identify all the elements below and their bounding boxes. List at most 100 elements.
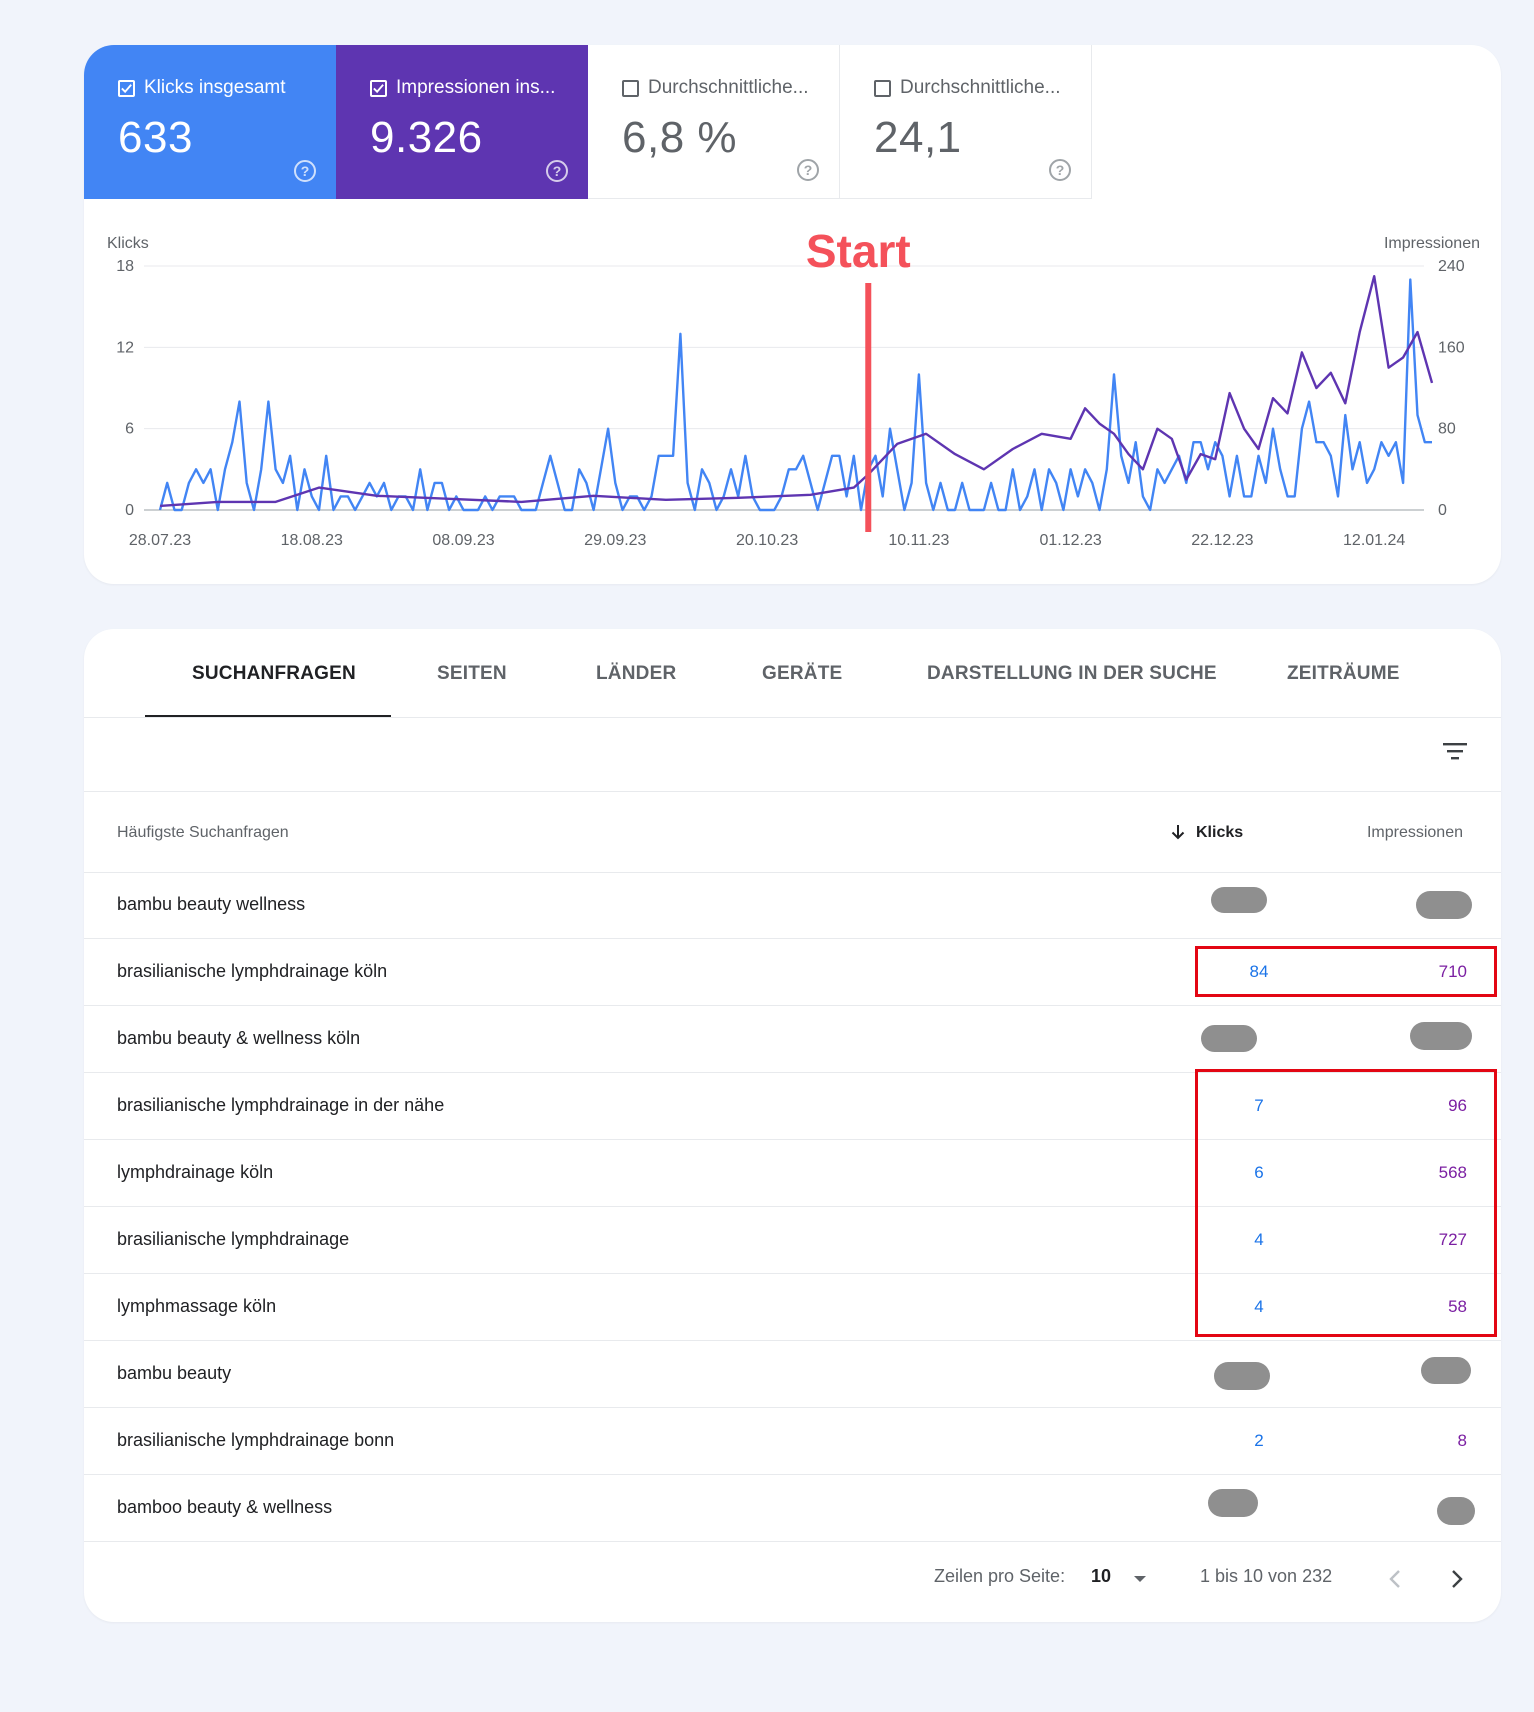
- impressions-cell: 58: [1448, 1297, 1467, 1316]
- table-row[interactable]: bamboo beauty & wellness: [84, 1475, 1501, 1542]
- redaction-mark: [1201, 1025, 1257, 1052]
- chevron-left-icon[interactable]: [1388, 1568, 1402, 1590]
- ctr-metric-tile[interactable]: Durchschnittliche... 6,8 % ?: [588, 45, 840, 199]
- arrow-down-sort-icon[interactable]: [1169, 822, 1187, 842]
- query-cell: bambu beauty & wellness köln: [117, 1028, 361, 1048]
- redaction-mark: [1208, 1489, 1258, 1517]
- clicks-cell: 84: [1249, 962, 1269, 981]
- tab-darstellung[interactable]: DARSTELLUNG IN DER SUCHE: [927, 663, 1217, 684]
- table-row[interactable]: bambu beauty wellness: [84, 872, 1501, 939]
- unchecked-checkbox-icon[interactable]: [874, 79, 891, 97]
- impressions-cell: 727: [1438, 1230, 1467, 1249]
- redaction-mark: [1211, 887, 1267, 913]
- query-cell: brasilianische lymphdrainage: [117, 1229, 350, 1249]
- active-tab-indicator: [145, 715, 391, 717]
- x-tick-label: 22.12.23: [1191, 532, 1253, 549]
- pagination-footer: Zeilen pro Seite: 10 1 bis 10 von 232: [84, 1542, 1501, 1622]
- table-row[interactable]: brasilianische lymphdrainage 4 727: [84, 1207, 1501, 1274]
- y-right-tick-label: 160: [1438, 339, 1465, 356]
- table-row[interactable]: lymphdrainage köln 6 568: [84, 1140, 1501, 1207]
- y-left-tick-label: 6: [125, 421, 134, 438]
- impressions-metric-label: Impressionen ins...: [396, 77, 556, 98]
- filter-icon[interactable]: [1441, 739, 1469, 763]
- checked-checkbox-icon[interactable]: [370, 79, 387, 97]
- impressions-metric-tile[interactable]: Impressionen ins... 9.326 ?: [336, 45, 588, 199]
- impressions-cell: 710: [1438, 962, 1467, 981]
- redaction-mark: [1437, 1497, 1475, 1525]
- position-metric-tile[interactable]: Durchschnittliche... 24,1 ?: [840, 45, 1092, 199]
- rows-per-page-select[interactable]: 10: [1091, 1566, 1112, 1586]
- help-icon[interactable]: ?: [546, 160, 568, 182]
- dimension-tabs: SUCHANFRAGEN SEITEN LÄNDER GERÄTE DARSTE…: [84, 629, 1501, 718]
- y-left-tick-label: 12: [116, 339, 134, 356]
- clicks-cell: 2: [1254, 1431, 1264, 1450]
- clicks-cell: 7: [1254, 1096, 1264, 1115]
- help-icon[interactable]: ?: [1049, 159, 1071, 181]
- x-tick-label: 01.12.23: [1039, 532, 1101, 549]
- tab-laender[interactable]: LÄNDER: [596, 663, 677, 684]
- clicks-cell: 4: [1254, 1230, 1264, 1249]
- chevron-right-icon[interactable]: [1450, 1568, 1464, 1590]
- rows-per-page-label: Zeilen pro Seite:: [934, 1566, 1066, 1586]
- help-icon[interactable]: ?: [797, 159, 819, 181]
- table-header: Häufigste Suchanfragen Klicks Impression…: [84, 791, 1501, 873]
- y-right-tick-label: 80: [1438, 421, 1456, 438]
- impressions-metric-value: 9.326: [370, 113, 483, 162]
- clicks-metric-tile[interactable]: Klicks insgesamt 633 ?: [84, 45, 336, 199]
- impressions-column-header[interactable]: Impressionen: [1366, 824, 1463, 841]
- clicks-cell: 6: [1254, 1163, 1264, 1182]
- query-cell: lymphmassage köln: [117, 1296, 277, 1316]
- query-cell: lymphdrainage köln: [117, 1162, 274, 1182]
- y-right-axis-title: Impressionen: [1384, 235, 1480, 252]
- tab-seiten[interactable]: SEITEN: [437, 663, 507, 684]
- position-metric-label: Durchschnittliche...: [900, 77, 1061, 98]
- table-row[interactable]: lymphmassage köln 4 58: [84, 1274, 1501, 1341]
- highlight-box: [1195, 1069, 1497, 1337]
- tab-geraete[interactable]: GERÄTE: [762, 663, 843, 684]
- start-annotation-label: Start: [806, 225, 911, 277]
- line-chart: 18 12 6 0 240 160 80 0 Klicks Impressionen 28.07.2…: [107, 225, 1480, 549]
- impressions-series-line: [159, 274, 1434, 508]
- tab-suchanfragen[interactable]: SUCHANFRAGEN: [192, 663, 356, 684]
- unchecked-checkbox-icon[interactable]: [622, 79, 639, 97]
- ctr-metric-label: Durchschnittliche...: [648, 77, 809, 98]
- table-row[interactable]: brasilianische lymphdrainage köln 84 710: [84, 939, 1501, 1006]
- query-cell: bambu beauty: [117, 1363, 232, 1383]
- checked-checkbox-icon[interactable]: [118, 79, 135, 97]
- x-tick-label: 12.01.24: [1343, 532, 1405, 549]
- queries-table-card: SUCHANFRAGEN SEITEN LÄNDER GERÄTE DARSTE…: [84, 629, 1501, 1622]
- table-row[interactable]: bambu beauty & wellness köln: [84, 1006, 1501, 1073]
- x-tick-label: 08.09.23: [432, 532, 494, 549]
- performance-chart-card: Klicks insgesamt 633 ? Impressionen ins.…: [84, 45, 1501, 584]
- impressions-cell: 96: [1448, 1096, 1467, 1115]
- table-row[interactable]: brasilianische lymphdrainage bonn 2 8: [84, 1408, 1501, 1475]
- position-metric-value: 24,1: [874, 113, 962, 162]
- y-right-tick-label: 240: [1438, 258, 1465, 275]
- redaction-mark: [1214, 1362, 1270, 1390]
- clicks-cell: 4: [1254, 1297, 1264, 1316]
- table-row[interactable]: bambu beauty: [84, 1341, 1501, 1408]
- help-icon[interactable]: ?: [294, 160, 316, 182]
- y-left-axis-title: Klicks: [107, 235, 149, 252]
- x-tick-label: 18.08.23: [281, 532, 343, 549]
- highlight-box: [1195, 946, 1497, 997]
- query-column-header[interactable]: Häufigste Suchanfragen: [117, 824, 289, 841]
- ctr-metric-value: 6,8 %: [622, 113, 738, 162]
- redaction-mark: [1410, 1022, 1472, 1050]
- query-cell: brasilianische lymphdrainage köln: [117, 961, 388, 981]
- y-left-tick-label: 18: [116, 258, 134, 275]
- pagination-range: 1 bis 10 von 232: [1200, 1566, 1333, 1586]
- clicks-metric-label: Klicks insgesamt: [144, 77, 286, 98]
- impressions-cell: 8: [1457, 1431, 1467, 1450]
- table-row[interactable]: brasilianische lymphdrainage in der nähe…: [84, 1073, 1501, 1140]
- redaction-mark: [1421, 1357, 1471, 1384]
- dropdown-caret-icon[interactable]: [1132, 1574, 1148, 1584]
- clicks-column-header[interactable]: Klicks: [1196, 824, 1244, 841]
- x-tick-label: 20.10.23: [736, 532, 798, 549]
- query-cell: bambu beauty wellness: [117, 894, 306, 914]
- tab-zeitraeume[interactable]: ZEITRÄUME: [1287, 663, 1400, 684]
- query-cell: brasilianische lymphdrainage bonn: [117, 1430, 395, 1450]
- x-tick-label: 28.07.23: [129, 532, 191, 549]
- clicks-series-line: [158, 278, 1432, 512]
- clicks-metric-value: 633: [118, 113, 193, 162]
